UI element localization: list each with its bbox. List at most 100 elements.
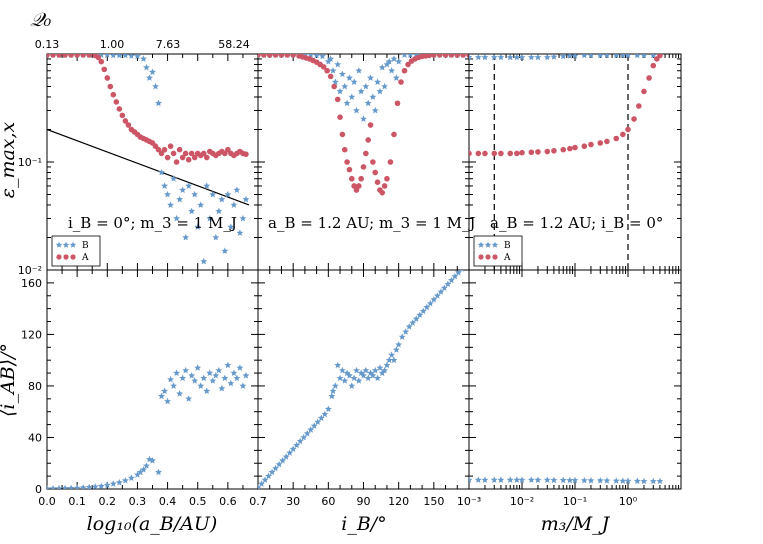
point-A — [356, 183, 362, 189]
point-A — [116, 106, 123, 112]
point-B — [402, 328, 410, 335]
point-A — [528, 149, 535, 156]
point-B — [497, 54, 505, 61]
point-B — [282, 453, 290, 460]
point-A — [391, 131, 397, 138]
point-B — [152, 82, 159, 90]
point-A — [507, 150, 514, 157]
point-B — [158, 168, 165, 176]
point-A — [122, 118, 129, 124]
point-B — [385, 58, 393, 65]
point-B — [49, 485, 57, 489]
point-A — [379, 189, 386, 196]
point-B — [355, 67, 363, 74]
point-B — [242, 195, 250, 203]
point-A — [324, 67, 330, 74]
series-layer — [47, 54, 250, 265]
point-A — [167, 143, 174, 150]
point-B — [346, 372, 353, 379]
point-B — [121, 54, 129, 59]
point-B — [230, 201, 238, 208]
point-B — [242, 372, 250, 379]
point-B — [115, 479, 123, 486]
legend-label-B: B — [82, 241, 89, 251]
point-A — [56, 54, 62, 58]
point-B — [182, 233, 190, 241]
point-B — [336, 374, 344, 382]
point-B — [258, 480, 265, 487]
point-B — [362, 366, 370, 374]
y-tick-label: 40 — [28, 431, 42, 444]
point-A — [620, 131, 626, 138]
point-B — [378, 63, 386, 71]
point-B — [612, 54, 620, 59]
legend-label-A: A — [81, 253, 89, 263]
annotation-top-mid: a_B = 1.2 AU; m_3 = 1 M_J — [268, 214, 476, 232]
point-A — [344, 159, 350, 165]
point-B — [115, 54, 123, 59]
point-B — [128, 54, 135, 59]
point-B — [73, 484, 81, 489]
point-A — [95, 54, 102, 61]
point-B — [155, 468, 162, 476]
point-A — [258, 54, 261, 58]
point-B — [137, 468, 144, 476]
panel-top-left: 10⁻² 10⁻¹ BA — [18, 53, 259, 277]
x-tick-label: 10⁻² — [510, 495, 534, 508]
point-B — [369, 93, 377, 100]
point-A — [365, 137, 371, 143]
point-B — [209, 377, 217, 384]
point-A — [358, 175, 364, 182]
point-A — [398, 79, 404, 85]
point-A — [47, 54, 50, 58]
point-B — [518, 476, 526, 483]
point-B — [474, 54, 482, 61]
legend-star-marker — [477, 241, 485, 248]
point-B — [392, 74, 400, 81]
point-B — [360, 115, 367, 122]
y-tick-label: 10⁻¹ — [18, 156, 42, 169]
point-A — [339, 131, 346, 138]
x-tick-label: 10⁻¹ — [563, 495, 587, 508]
point-A — [641, 88, 647, 95]
point-A — [394, 100, 401, 107]
point-B — [353, 366, 360, 374]
point-B — [369, 372, 377, 379]
point-B — [329, 67, 337, 74]
point-B — [173, 369, 180, 376]
point-B — [97, 482, 105, 489]
point-A — [498, 150, 504, 157]
point-A — [341, 146, 348, 153]
point-B — [128, 474, 135, 481]
panel-top-right: BA — [468, 53, 682, 271]
annotation-top-left: i_B = 0°; m_3 = 1 M_J — [68, 214, 237, 232]
point-B — [559, 54, 567, 60]
point-B — [47, 485, 51, 489]
ylabel-bottom: ⟨i_AB⟩/° — [0, 343, 19, 417]
point-B — [143, 63, 150, 71]
x-tick-label: 10⁰ — [619, 495, 638, 508]
point-B — [185, 182, 193, 189]
point-B — [656, 477, 664, 485]
point-B — [481, 476, 489, 483]
point-A — [334, 96, 341, 103]
point-B — [348, 382, 356, 389]
point-A — [284, 54, 291, 58]
point-B — [233, 374, 241, 382]
point-B — [640, 477, 648, 485]
point-A — [346, 166, 353, 173]
point-B — [324, 405, 332, 412]
series-layer — [47, 361, 250, 489]
point-B — [149, 457, 156, 464]
point-B — [188, 372, 196, 379]
point-B — [619, 477, 627, 484]
point-B — [221, 247, 229, 254]
point-B — [433, 292, 441, 299]
point-B — [416, 311, 424, 318]
point-A — [436, 54, 443, 58]
point-B — [543, 476, 551, 483]
y-tick-label: 120 — [21, 328, 42, 341]
point-A — [161, 146, 168, 153]
point-B — [490, 54, 498, 61]
series-layer — [258, 54, 469, 196]
